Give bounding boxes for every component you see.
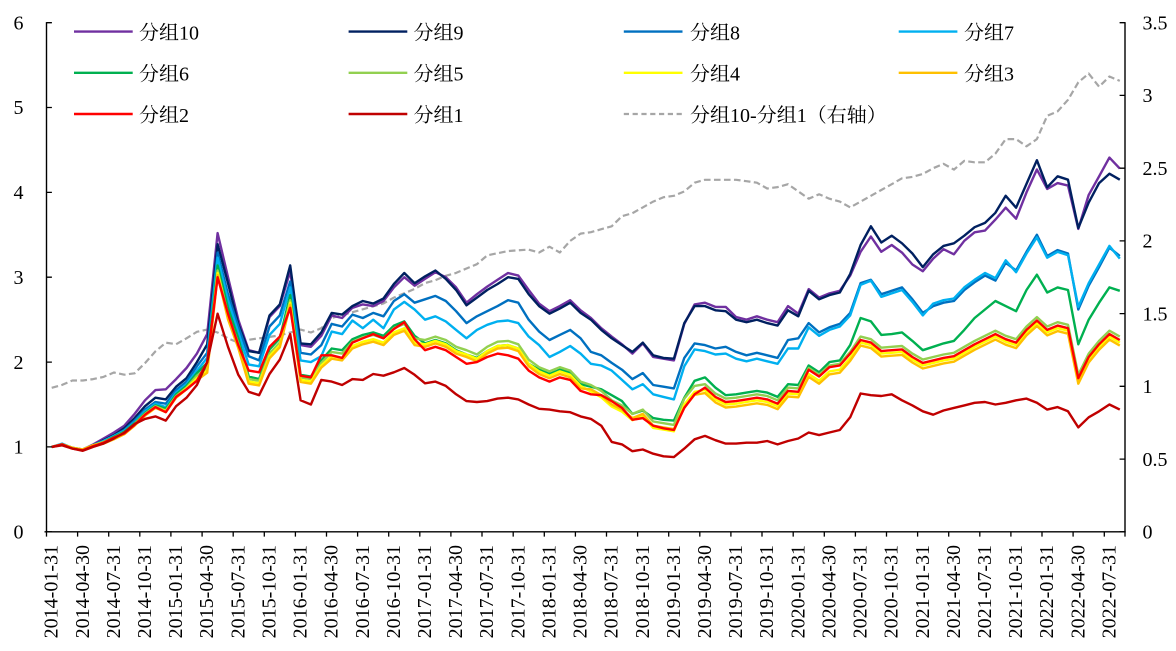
svg-text:2: 2 xyxy=(179,105,189,127)
svg-text:1: 1 xyxy=(1143,376,1153,398)
svg-text:8: 8 xyxy=(730,23,740,45)
svg-text:2019-04-30: 2019-04-30 xyxy=(694,545,716,638)
svg-text:2021-07-31: 2021-07-31 xyxy=(974,545,996,638)
svg-text:2016-07-31: 2016-07-31 xyxy=(352,545,374,638)
svg-text:2019-01-31: 2019-01-31 xyxy=(663,545,685,638)
svg-text:0: 0 xyxy=(1143,522,1153,544)
svg-text:3: 3 xyxy=(1004,64,1014,86)
svg-text:4: 4 xyxy=(14,182,24,204)
svg-text:2021-10-31: 2021-10-31 xyxy=(1005,545,1027,638)
svg-text:2017-10-31: 2017-10-31 xyxy=(507,545,529,638)
svg-text:2014-10-31: 2014-10-31 xyxy=(134,545,156,638)
svg-text:1: 1 xyxy=(454,105,464,127)
svg-text:2020-04-30: 2020-04-30 xyxy=(818,545,840,638)
svg-text:4: 4 xyxy=(730,64,740,86)
svg-text:2022-01-31: 2022-01-31 xyxy=(1036,545,1058,638)
svg-text:2016-01-31: 2016-01-31 xyxy=(290,545,312,638)
svg-text:2018-04-30: 2018-04-30 xyxy=(570,545,592,638)
svg-text:10-: 10- xyxy=(730,105,757,127)
svg-text:1.5: 1.5 xyxy=(1143,303,1168,325)
svg-text:3.5: 3.5 xyxy=(1143,12,1168,34)
svg-text:2016-10-31: 2016-10-31 xyxy=(383,545,405,638)
svg-text:10: 10 xyxy=(179,23,199,45)
svg-text:2020-07-31: 2020-07-31 xyxy=(850,545,872,638)
svg-text:3: 3 xyxy=(14,267,24,289)
svg-text:2015-01-31: 2015-01-31 xyxy=(165,545,187,638)
svg-text:2020-01-31: 2020-01-31 xyxy=(787,545,809,638)
svg-text:2014-04-30: 2014-04-30 xyxy=(72,545,94,638)
svg-text:2: 2 xyxy=(14,352,24,374)
svg-text:5: 5 xyxy=(14,97,24,119)
svg-text:1: 1 xyxy=(14,437,24,459)
svg-text:2016-04-30: 2016-04-30 xyxy=(321,545,343,638)
svg-text:6: 6 xyxy=(179,64,189,86)
svg-text:1: 1 xyxy=(797,105,807,127)
svg-text:2018-10-31: 2018-10-31 xyxy=(632,545,654,638)
svg-text:2018-07-31: 2018-07-31 xyxy=(601,545,623,638)
svg-text:2015-04-30: 2015-04-30 xyxy=(196,545,218,638)
svg-text:2022-04-30: 2022-04-30 xyxy=(1067,545,1089,638)
svg-text:2020-10-31: 2020-10-31 xyxy=(881,545,903,638)
svg-text:2014-01-31: 2014-01-31 xyxy=(41,545,63,638)
svg-text:2021-01-31: 2021-01-31 xyxy=(912,545,934,638)
svg-text:6: 6 xyxy=(14,12,24,34)
svg-text:2022-07-31: 2022-07-31 xyxy=(1098,545,1120,638)
svg-text:2019-10-31: 2019-10-31 xyxy=(756,545,778,638)
svg-text:2: 2 xyxy=(1143,231,1153,253)
svg-text:2021-04-30: 2021-04-30 xyxy=(943,545,965,638)
svg-text:2017-01-31: 2017-01-31 xyxy=(414,545,436,638)
svg-text:3: 3 xyxy=(1143,85,1153,107)
svg-text:0.5: 0.5 xyxy=(1143,449,1168,471)
svg-text:2.5: 2.5 xyxy=(1143,158,1168,180)
svg-text:7: 7 xyxy=(1004,23,1014,45)
svg-text:2017-07-31: 2017-07-31 xyxy=(476,545,498,638)
svg-text:2018-01-31: 2018-01-31 xyxy=(539,545,561,638)
svg-text:2014-07-31: 2014-07-31 xyxy=(103,545,125,638)
svg-text:2017-04-30: 2017-04-30 xyxy=(445,545,467,638)
svg-text:9: 9 xyxy=(454,23,464,45)
svg-text:2015-10-31: 2015-10-31 xyxy=(259,545,281,638)
svg-text:2015-07-31: 2015-07-31 xyxy=(227,545,249,638)
svg-text:0: 0 xyxy=(14,522,24,544)
svg-text:5: 5 xyxy=(454,64,464,86)
svg-text:2019-07-31: 2019-07-31 xyxy=(725,545,747,638)
